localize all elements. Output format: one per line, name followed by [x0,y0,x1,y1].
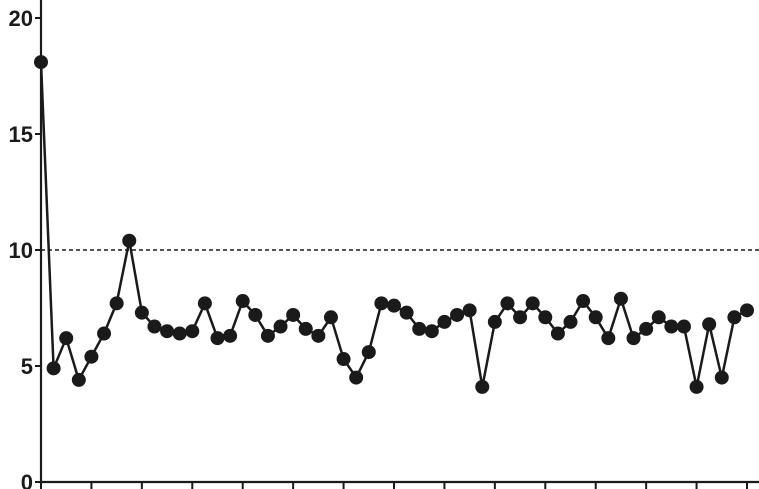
data-point [626,331,641,346]
data-point [462,303,477,318]
data-point [513,310,528,325]
data-point [538,310,553,325]
data-point [248,307,263,322]
data-point [563,314,578,329]
data-point [475,379,490,394]
data-point [702,317,717,332]
data-point [34,55,48,70]
data-point [525,296,540,311]
data-point [185,324,200,339]
data-point [576,294,591,309]
data-point [160,324,175,339]
data-point [487,314,502,329]
data-point [424,324,439,339]
data-point [59,331,74,346]
data-point [601,331,616,346]
data-point [412,321,427,336]
data-point [298,321,313,336]
data-point [676,319,691,334]
data-point [122,233,137,248]
data-point [172,326,187,341]
y-axis: 0 5 10 15 20 [9,0,43,489]
data-point [147,319,162,334]
data-point [550,326,565,341]
data-point [740,303,754,318]
data-point [134,305,149,320]
data-point [714,370,729,385]
data-point [588,310,603,325]
data-point [323,310,338,325]
data-point [210,331,225,346]
data-point [311,328,326,343]
data-point [223,328,238,343]
data-point [450,307,465,322]
data-point [387,298,401,313]
y-tick-label: 20 [9,6,33,31]
data-point [437,314,452,329]
data-point [651,310,666,325]
series-line [39,62,748,389]
data-point [613,291,628,306]
y-tick-label: 0 [21,470,33,489]
data-point [197,296,212,311]
data-point [109,296,124,311]
data-point [727,310,742,325]
data-points [34,55,754,394]
data-point [71,372,86,387]
data-point [260,328,275,343]
data-point [349,370,364,385]
data-point [664,319,679,334]
data-point [84,349,99,364]
data-point [361,345,376,360]
data-point [46,361,61,376]
y-tick-label: 5 [21,354,33,379]
data-point [374,296,389,311]
data-point [639,321,654,336]
data-point [273,319,288,334]
data-point [500,296,515,311]
data-point [336,352,351,367]
y-tick-label: 15 [9,122,33,147]
data-point [399,305,414,320]
data-point [689,379,704,394]
data-point [286,307,301,322]
data-point [235,294,250,309]
y-tick-label: 10 [9,238,33,263]
x-axis [40,480,759,489]
data-point [97,326,112,341]
